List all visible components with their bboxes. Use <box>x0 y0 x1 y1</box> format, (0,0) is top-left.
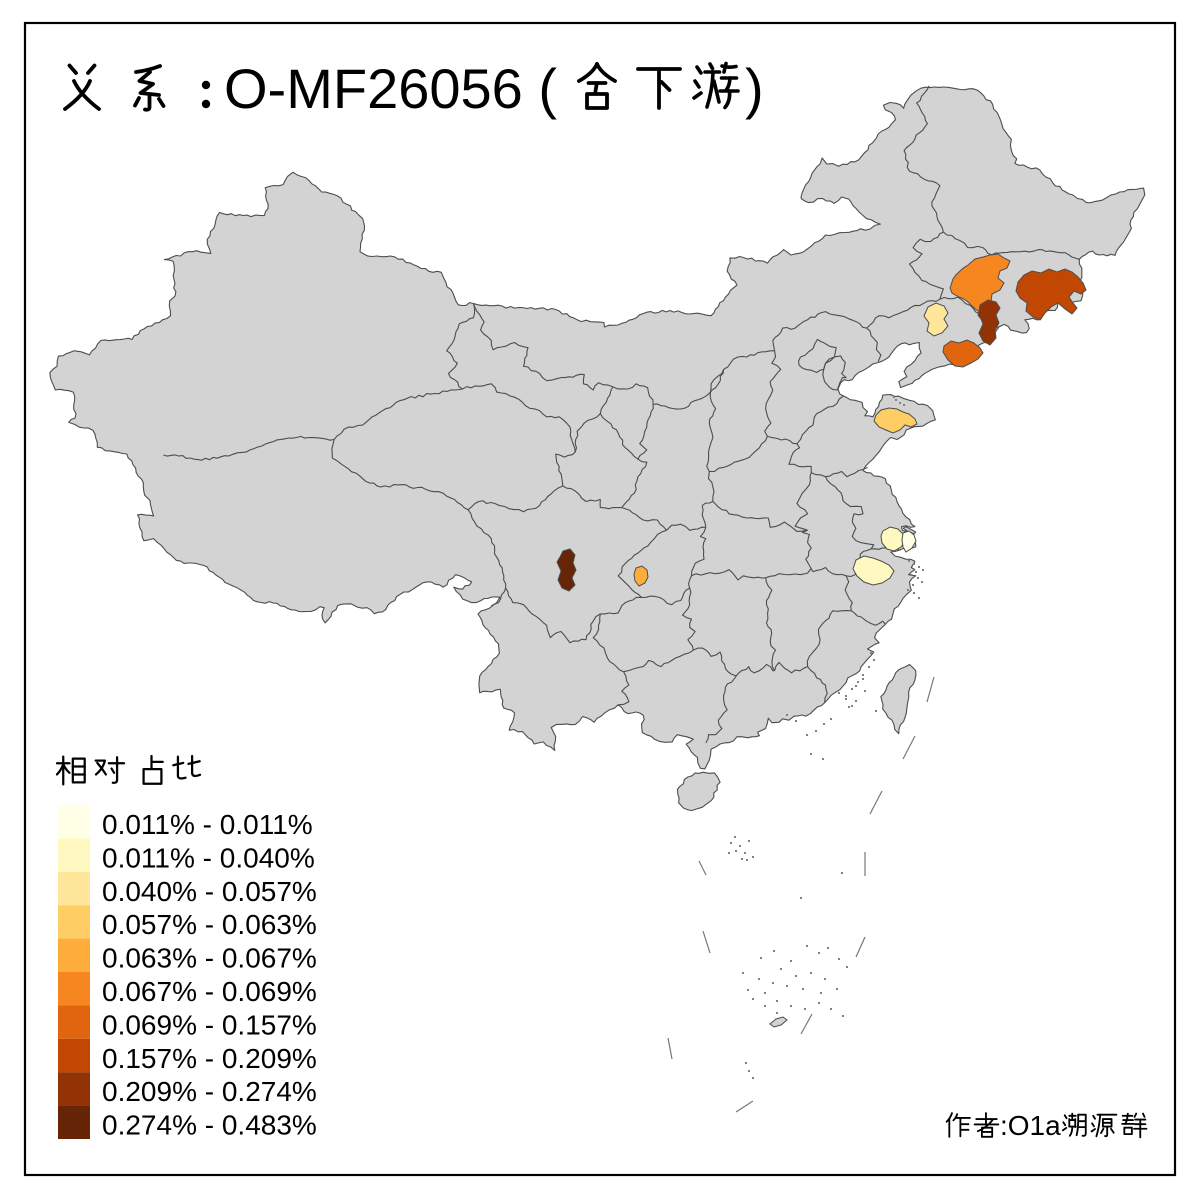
svg-text:0.057% - 0.063%: 0.057% - 0.063% <box>102 909 317 940</box>
svg-text:0.069% - 0.157%: 0.069% - 0.157% <box>102 1009 317 1040</box>
svg-text:0.209% - 0.274%: 0.209% - 0.274% <box>102 1076 317 1107</box>
svg-text:0.011% - 0.040%: 0.011% - 0.040% <box>102 842 315 873</box>
svg-text:0.274% - 0.483%: 0.274% - 0.483% <box>102 1110 317 1141</box>
svg-text:0.040% - 0.057%: 0.040% - 0.057% <box>102 876 317 907</box>
svg-text:0.011% - 0.011%: 0.011% - 0.011% <box>102 809 313 840</box>
svg-text:): ) <box>745 57 764 120</box>
svg-text:O-MF26056 (: O-MF26056 ( <box>224 57 557 120</box>
svg-text::O1a: :O1a <box>1000 1110 1061 1141</box>
svg-text:0.067% - 0.069%: 0.067% - 0.069% <box>102 976 317 1007</box>
svg-text:0.157% - 0.209%: 0.157% - 0.209% <box>102 1043 317 1074</box>
svg-text:0.063% - 0.067%: 0.063% - 0.067% <box>102 943 317 974</box>
